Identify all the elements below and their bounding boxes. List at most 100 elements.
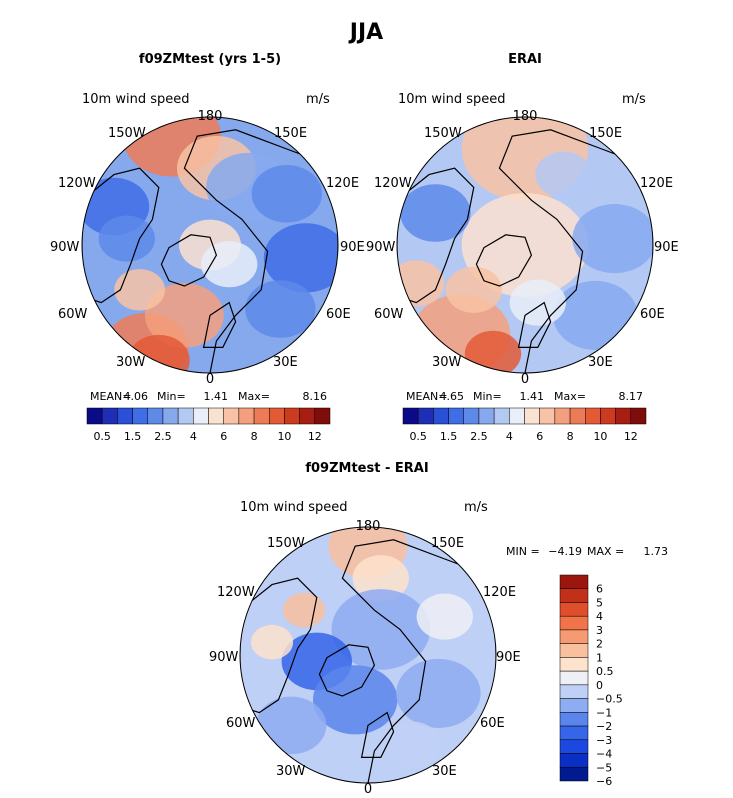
colorbar-swatch — [585, 407, 601, 425]
panel-3-map — [240, 527, 496, 783]
p2-lon-90e: 90E — [654, 240, 679, 255]
colorbar-swatch — [478, 407, 495, 425]
coastline-greenland — [318, 644, 376, 697]
colorbar-tick-label: 4 — [190, 430, 197, 443]
p1-lon-120w: 120W — [58, 176, 96, 191]
p2-max-value: 8.17 — [619, 390, 644, 403]
field-region — [572, 204, 653, 274]
panel-2-units: m/s — [622, 92, 646, 107]
p3-lon-0: 0 — [364, 782, 372, 797]
colorbar-tick-label: 12 — [624, 430, 638, 443]
colorbar-tick-label: 8 — [251, 430, 258, 443]
colorbar-tick-label: 4 — [506, 430, 513, 443]
p2-lon-150e: 150E — [589, 126, 622, 141]
colorbar-swatch — [559, 684, 589, 699]
colorbar-swatch — [223, 407, 240, 425]
p2-lon-150w: 150W — [424, 126, 462, 141]
p1-lon-60e: 60E — [326, 307, 351, 322]
colorbar-swatch — [559, 643, 589, 658]
colorbar-swatch — [147, 407, 164, 425]
field-region — [509, 279, 566, 326]
colorbar-swatch — [559, 574, 589, 589]
p3-lon-150w: 150W — [267, 536, 305, 551]
field-region — [535, 151, 592, 198]
field-region — [464, 330, 522, 373]
p2-lon-60e: 60E — [640, 307, 665, 322]
colorbar-swatch — [193, 407, 209, 425]
field-region — [144, 283, 224, 348]
colorbar-swatch — [132, 407, 148, 425]
panel-2-map-border — [396, 116, 654, 374]
field-region — [250, 624, 294, 660]
p3-lon-30w: 30W — [276, 764, 306, 779]
p2-lon-30w: 30W — [432, 355, 462, 370]
colorbar-tick-label: 4 — [596, 610, 603, 623]
colorbar-swatch — [433, 407, 449, 425]
p2-lon-120e: 120E — [640, 176, 673, 191]
p2-lon-30e: 30E — [588, 355, 613, 370]
panel-2-map — [397, 117, 653, 373]
colorbar-swatch — [524, 407, 540, 425]
panel-1-title: f09ZMtest (yrs 1-5) — [138, 52, 282, 67]
colorbar-tick-label: 1.5 — [124, 430, 142, 443]
p3-lon-60e: 60E — [480, 716, 505, 731]
panel-3-title: f09ZMtest - ERAI — [305, 461, 429, 476]
panel-1-units: m/s — [306, 92, 330, 107]
colorbar-swatch — [269, 407, 285, 425]
p1-mean-label: MEAN= — [90, 390, 131, 403]
p2-mean-label: MEAN= — [406, 390, 447, 403]
p1-lon-30w: 30W — [116, 355, 146, 370]
p1-lon-150e: 150E — [274, 126, 307, 141]
panel-2-title: ERAI — [508, 52, 542, 67]
p1-mean-value: 4.06 — [124, 390, 149, 403]
p1-lon-150w: 150W — [108, 126, 146, 141]
coastline-eurasia — [341, 539, 496, 783]
colorbar-swatch — [177, 407, 194, 425]
field-region — [396, 658, 481, 728]
colorbar-tick-label: 0.5 — [596, 665, 614, 678]
p2-lon-60w: 60W — [374, 307, 404, 322]
field-region — [263, 223, 338, 293]
p2-mean-value: 4.65 — [440, 390, 465, 403]
colorbar-tick-label: 6 — [536, 430, 543, 443]
colorbar-tick-label: −3 — [596, 734, 612, 747]
colorbar-swatch — [539, 407, 556, 425]
colorbar-swatch — [162, 407, 179, 425]
colorbar-swatch — [559, 739, 589, 754]
colorbar-tick-label: 2 — [596, 638, 603, 651]
colorbar-swatch — [299, 407, 316, 425]
p1-lon-90w: 90W — [50, 240, 80, 255]
field-region — [201, 241, 258, 288]
coastline-scandinavia — [360, 711, 395, 759]
panel-1-variable: 10m wind speed — [82, 92, 190, 107]
field-region — [331, 589, 431, 670]
colorbar-swatch — [314, 407, 331, 425]
p3-lon-120e: 120E — [483, 585, 516, 600]
p3-lon-30e: 30E — [432, 764, 457, 779]
panel-3-units: m/s — [464, 500, 488, 515]
colorbar-tick-label: 2.5 — [470, 430, 488, 443]
p3-max-label: MAX = — [587, 545, 624, 558]
p3-min-label: MIN = — [506, 545, 540, 558]
coastline-eurasia — [183, 129, 338, 373]
field-region — [245, 280, 316, 338]
colorbar-swatch — [615, 407, 632, 425]
colorbar-tick-label: 10 — [277, 430, 291, 443]
field-region — [445, 266, 502, 313]
p1-lon-90e: 90E — [340, 240, 365, 255]
field-region — [114, 269, 165, 311]
panel-3-variable: 10m wind speed — [240, 500, 348, 515]
main-title: JJA — [349, 20, 384, 45]
coastline-greenland — [160, 234, 218, 287]
colorbar-tick-label: −6 — [596, 775, 612, 788]
panel-1-map-border — [81, 116, 339, 374]
colorbar-swatch — [559, 615, 589, 631]
field-region — [256, 696, 327, 755]
panel-2-variable: 10m wind speed — [398, 92, 506, 107]
p1-lon-60w: 60W — [58, 307, 88, 322]
p2-lon-120w: 120W — [374, 176, 412, 191]
p2-max-label: Max= — [554, 390, 586, 403]
colorbar-swatch — [559, 698, 589, 713]
colorbar-tick-label: 10 — [593, 430, 607, 443]
